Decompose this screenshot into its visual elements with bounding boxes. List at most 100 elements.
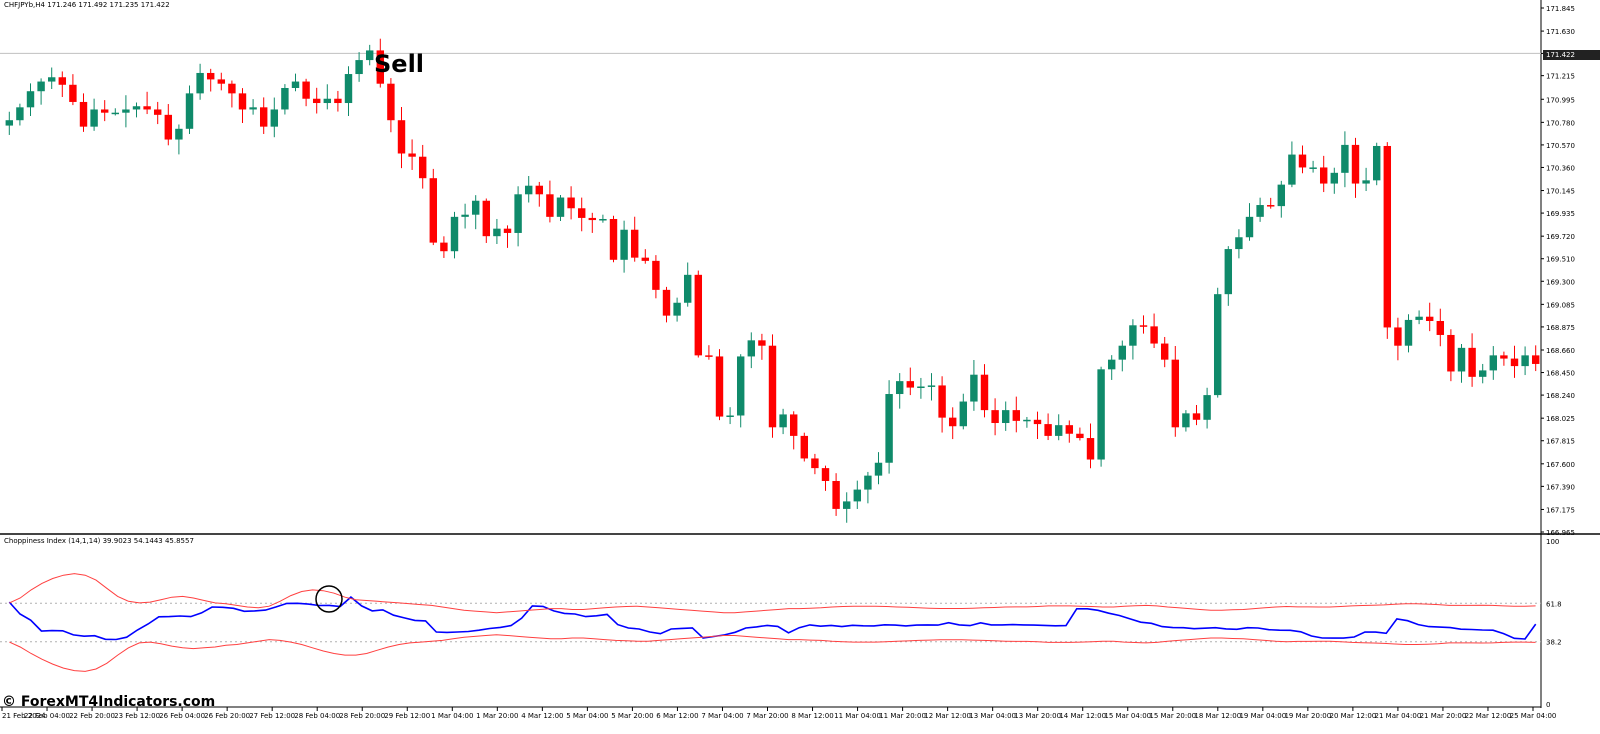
bull-candle <box>1415 316 1423 320</box>
symbol-info: CHFJPYb,H4 171.246 171.492 171.235 171.4… <box>4 1 170 9</box>
bear-candle <box>1298 154 1307 168</box>
price-tick-label: 170.995 <box>1546 96 1575 104</box>
price-tick-label: 167.600 <box>1546 461 1575 469</box>
bear-candle <box>429 178 438 243</box>
price-tick-label: 171.215 <box>1546 73 1575 81</box>
bear-candle <box>376 50 385 84</box>
bull-candle <box>959 401 968 427</box>
bull-candle <box>471 200 480 215</box>
bull-candle <box>270 109 279 127</box>
bear-candle <box>758 340 766 346</box>
bear-candle <box>546 194 554 217</box>
bear-candle <box>1033 419 1042 425</box>
time-tick-label: 21 Feb 2024 <box>2 712 46 720</box>
indicator-level-label: 0 <box>1546 701 1550 709</box>
bull-candle <box>1404 319 1413 346</box>
price-tick-label: 169.720 <box>1546 233 1575 241</box>
bull-candle <box>1023 419 1031 422</box>
price-tick-label: 167.390 <box>1546 483 1575 491</box>
bear-candle <box>1500 355 1508 359</box>
bull-candle <box>1107 359 1116 370</box>
bear-candle <box>1510 358 1519 367</box>
bear-candle <box>164 114 173 140</box>
bear-candle <box>811 458 819 469</box>
bear-candle <box>1065 425 1074 434</box>
bull-candle <box>5 120 14 126</box>
indicator-title: Choppiness Index (14,1,14) 39.9023 54.14… <box>4 537 194 545</box>
time-tick-label: 22 Feb 04:00 <box>24 712 70 720</box>
bull-candle <box>1182 413 1190 428</box>
bull-candle <box>1256 205 1264 217</box>
bear-candle <box>334 98 342 104</box>
bull-candle <box>132 106 141 110</box>
bear-candle <box>238 93 247 110</box>
bear-candle <box>100 109 109 113</box>
time-tick-label: 21 Mar 20:00 <box>1420 712 1467 720</box>
time-tick-label: 13 Mar 20:00 <box>1014 712 1061 720</box>
price-tick-label: 168.660 <box>1546 347 1575 355</box>
time-tick-label: 29 Feb 12:00 <box>384 712 430 720</box>
sell-annotation: Sell <box>374 50 425 78</box>
time-tick-label: 27 Feb 12:00 <box>249 712 295 720</box>
bull-candle <box>1203 395 1211 420</box>
bear-candle <box>1383 145 1392 328</box>
current-price-tag: 171.422 <box>1543 50 1600 60</box>
bull-candle <box>1245 216 1254 238</box>
bear-candle <box>387 83 395 121</box>
price-tick-label: 168.025 <box>1546 415 1575 423</box>
bear-candle <box>1319 167 1328 184</box>
time-tick-label: 26 Feb 04:00 <box>159 712 205 720</box>
bear-candle <box>312 98 321 104</box>
bear-candle <box>1468 347 1476 377</box>
price-tick-label: 169.510 <box>1546 256 1575 264</box>
bull-candle <box>874 462 883 476</box>
bear-candle <box>652 260 660 290</box>
bull-candle <box>461 214 469 217</box>
bull-candle <box>885 394 893 463</box>
bear-candle <box>1394 327 1402 346</box>
bear-candle <box>1139 325 1148 327</box>
bear-candle <box>662 289 671 316</box>
time-tick-label: 25 Mar 04:00 <box>1510 712 1557 720</box>
bear-candle <box>1266 205 1275 207</box>
bull-candle <box>1521 355 1529 367</box>
bull-candle <box>842 501 851 509</box>
bull-candle <box>1457 347 1466 372</box>
price-tick-label: 170.570 <box>1546 142 1575 150</box>
bear-candle <box>800 435 809 459</box>
bear-candle <box>408 153 416 157</box>
bear-candle <box>641 257 650 261</box>
bear-candle <box>768 345 777 428</box>
bear-candle <box>1171 359 1180 428</box>
bull-candle <box>1362 180 1370 184</box>
bull-candle <box>864 475 872 490</box>
time-tick-label: 14 Mar 12:00 <box>1059 712 1106 720</box>
copyright-text: © ForexMT4Indicators.com <box>2 694 216 710</box>
bear-candle <box>789 414 798 436</box>
bull-candle <box>736 356 745 416</box>
bull-candle <box>281 87 289 110</box>
bull-candle <box>323 98 332 104</box>
bull-candle <box>1277 184 1286 207</box>
bear-candle <box>1447 334 1455 372</box>
bull-candle <box>726 415 734 417</box>
bear-candle <box>228 83 236 94</box>
time-tick-label: 22 Feb 20:00 <box>69 712 115 720</box>
choppiness-line <box>8 596 1537 641</box>
time-tick-label: 11 Mar 20:00 <box>879 712 926 720</box>
bull-candle <box>493 228 501 237</box>
bull-candle <box>927 385 936 387</box>
price-tick-label: 169.085 <box>1546 301 1575 309</box>
time-tick-label: 19 Mar 20:00 <box>1284 712 1331 720</box>
crossover-circle-marker <box>315 585 343 613</box>
bull-candle <box>450 216 459 252</box>
bull-candle <box>917 386 925 389</box>
bear-candle <box>217 79 226 84</box>
bear-candle <box>821 468 830 481</box>
bear-candle <box>991 410 999 424</box>
bull-candle <box>599 218 607 221</box>
price-tick-label: 171.630 <box>1546 28 1575 36</box>
bull-candle <box>291 81 300 88</box>
time-tick-label: 4 Mar 12:00 <box>521 712 563 720</box>
